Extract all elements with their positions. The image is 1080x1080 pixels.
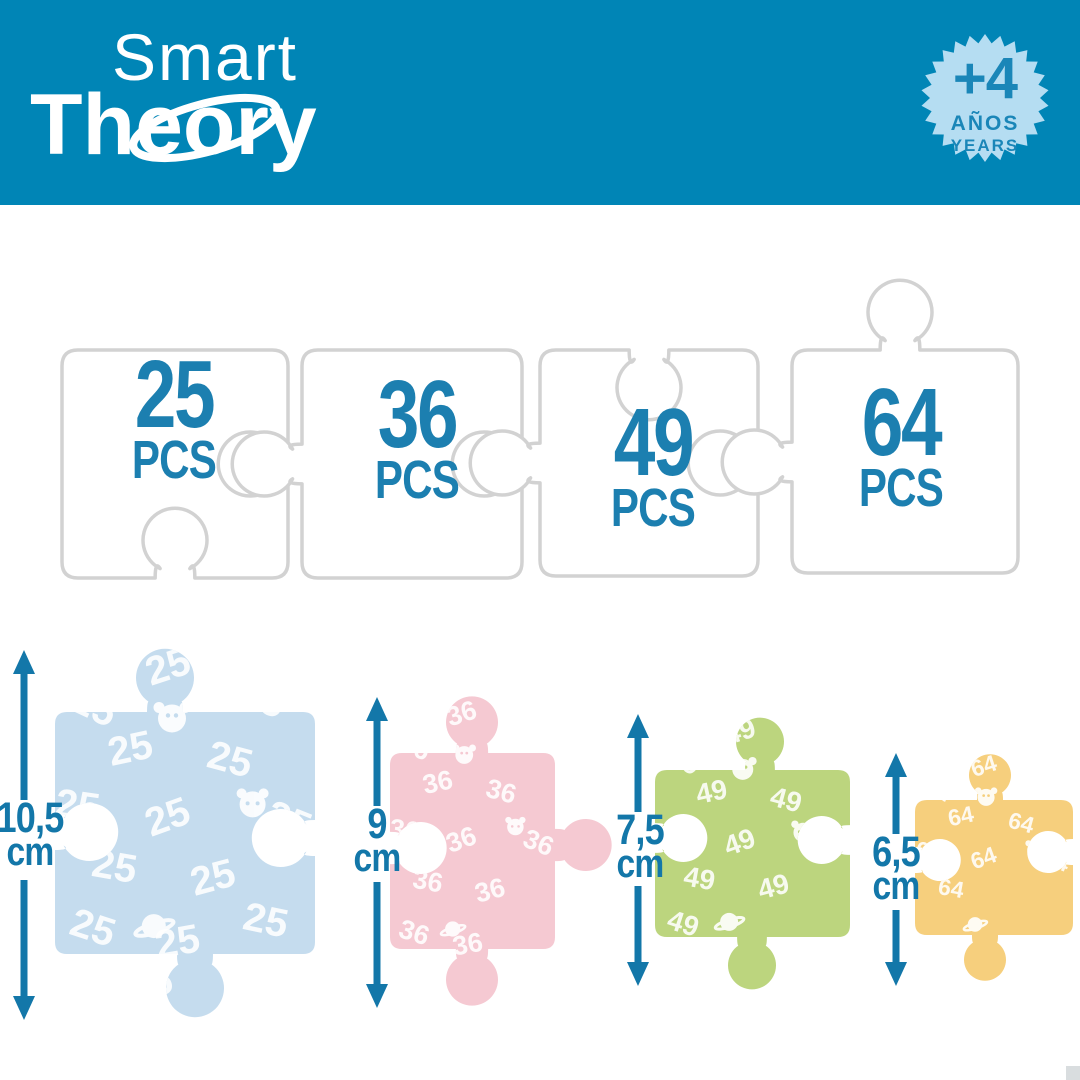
- pcs-count: 49: [613, 389, 695, 496]
- measure-arrow: [627, 714, 649, 986]
- size-value: 6,5: [872, 828, 921, 876]
- outline-piece-49: [468, 348, 760, 578]
- outline-piece-64: [720, 278, 1020, 575]
- age-badge-years: YEARS: [950, 136, 1020, 155]
- size-piece-49: [655, 717, 850, 990]
- size-value: 10,5: [0, 794, 64, 842]
- age-badge-anos: AÑOS: [950, 112, 1020, 135]
- size-label-7-5-cm: 7,5 cm: [573, 806, 707, 887]
- size-unit: cm: [353, 836, 402, 881]
- age-badge-starburst-icon: [921, 34, 1049, 162]
- svg-text:25: 25: [104, 723, 157, 775]
- size-piece-25: [55, 648, 315, 1018]
- svg-text:36: 36: [420, 764, 456, 800]
- size-label-9-cm: 9 cm: [310, 800, 444, 881]
- svg-text:49: 49: [693, 773, 730, 810]
- pcs-label-25: 25 PCS: [88, 341, 260, 490]
- brand-word-smart: Smart: [112, 20, 299, 94]
- measure-arrow: [885, 753, 907, 986]
- pcs-count: 36: [377, 361, 459, 468]
- size-unit: cm: [872, 864, 921, 909]
- pcs-unit: PCS: [374, 449, 460, 510]
- outline-pieces-group: [60, 278, 1020, 580]
- pcs-unit: PCS: [858, 457, 944, 518]
- pcs-count: 25: [134, 341, 216, 448]
- orbit-ring-icon: [129, 93, 281, 163]
- svg-text:25: 25: [239, 894, 292, 946]
- pcs-count: 64: [861, 369, 943, 476]
- pcs-label-64: 64 PCS: [815, 369, 987, 518]
- svg-text:25: 25: [123, 958, 178, 1013]
- size-label-10-5-cm: 10,5 cm: [0, 794, 97, 875]
- size-label-6-5-cm: 6,5 cm: [829, 828, 963, 909]
- svg-text:64: 64: [1025, 769, 1058, 802]
- size-unit: cm: [616, 842, 665, 887]
- size-unit: cm: [6, 830, 55, 875]
- pcs-unit: PCS: [610, 477, 696, 538]
- pcs-label-36: 36 PCS: [331, 361, 503, 510]
- pcs-label-49: 49 PCS: [567, 389, 739, 538]
- measure-arrows-group: [13, 650, 907, 1020]
- measure-arrow: [13, 650, 35, 1020]
- pcs-unit: PCS: [131, 429, 217, 490]
- header-band: [0, 0, 1080, 205]
- brand-word-theory: Theory: [30, 77, 317, 173]
- svg-text:49: 49: [682, 860, 718, 896]
- svg-text:49: 49: [790, 735, 830, 775]
- age-badge-number: +4: [952, 46, 1018, 111]
- size-value: 9: [367, 800, 387, 848]
- size-piece-64: [915, 754, 1073, 981]
- age-badge: +4 AÑOS YEARS: [905, 46, 1065, 155]
- image-corner-artifact: [1066, 1066, 1080, 1080]
- size-value: 7,5: [616, 806, 665, 854]
- svg-text:64: 64: [946, 800, 977, 831]
- measure-arrow: [366, 697, 388, 1008]
